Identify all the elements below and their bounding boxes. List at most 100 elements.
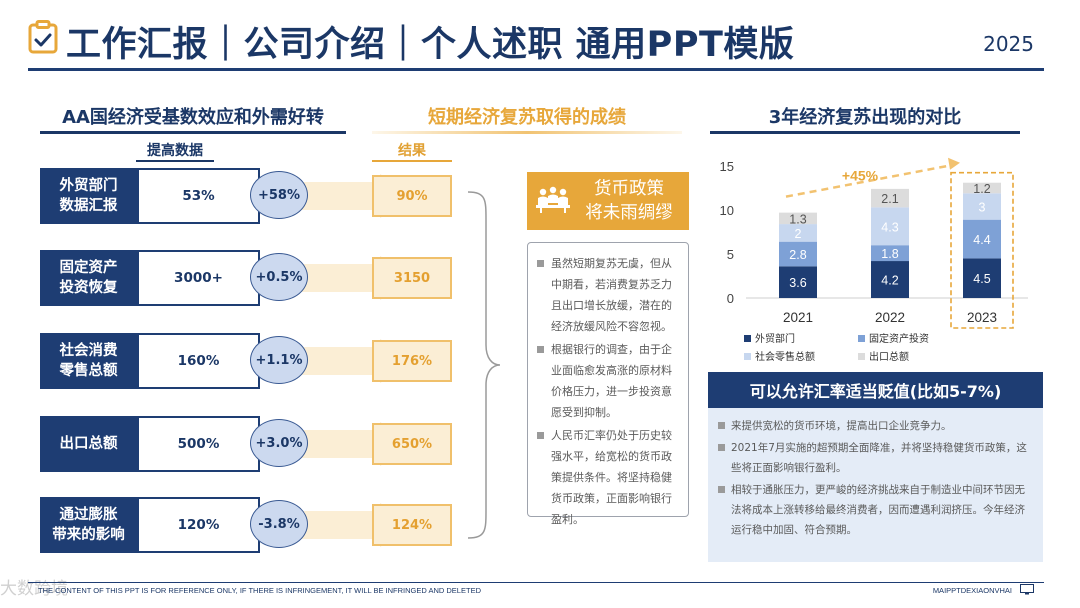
change-badge: +58% [250,171,308,219]
bar-segment [871,245,909,262]
data-row: 外贸部门 数据汇报 53% +58% 90% [40,168,460,224]
legend-swatch [858,353,865,360]
change-badge: +1.1% [250,336,308,384]
policy-title: 货币政策 将未雨绸缪 [585,179,673,223]
bar-segment [963,193,1001,220]
bar-segment [871,188,909,208]
note-item: 虽然短期复苏无虞，但从中期看，若消费复苏乏力且出口增长放缓，潜在的经济放缓风险不… [536,253,680,337]
x-tick-label: 2021 [783,310,813,325]
growth-arrow-line [785,163,955,198]
data-label: 1.2 [973,182,990,196]
left-section-underline [40,131,346,134]
fx-note-text: 相较于通胀压力，更严峻的经济挑战来自于制造业中间环节因无法将成本上涨转移给最终消… [731,484,1025,536]
legend-label: 出口总额 [869,350,909,363]
header: 工作汇报｜公司介绍｜个人述职 通用PPT模版 2025 [0,0,1080,72]
fx-note-item: 相较于通胀压力，更严峻的经济挑战来自于制造业中间环节因无法将成本上涨转移给最终消… [718,480,1033,540]
data-label: 2 [795,227,802,241]
watermark: 大数跨境 [0,579,68,599]
result-box: 650% [372,423,452,465]
monitor-icon [1020,584,1034,595]
growth-label: +45% [842,168,879,184]
header-divider [28,68,1044,71]
data-label: 1.3 [789,212,806,226]
bar-segment [779,266,817,298]
legend-swatch [858,335,865,342]
brace-connector [467,191,501,539]
result-box: 124% [372,504,452,546]
result-box: 176% [372,340,452,382]
bar-segment [963,219,1001,259]
data-row: 社会消费 零售总额 160% +1.1% 176% [40,333,460,389]
y-tick-label: 15 [720,159,734,174]
footer-site: MAIPPTDEXIAONVHAI [932,586,1012,595]
meeting-people-icon [536,186,570,213]
footer-divider [28,582,1044,583]
footer: THE CONTENT OF THIS PPT IS FOR REFERENCE… [0,580,1080,608]
legend-swatch [744,335,751,342]
bar-segment [963,182,1001,194]
fx-note-text: 2021年7月实施的超预期全面降准，并将坚持稳健货币政策，这些将正面影响银行盈利… [731,442,1027,474]
middle-subhead: 结果 [372,140,452,162]
data-label: 3 [979,200,986,214]
data-label: 3.6 [789,276,806,290]
bullet-square-icon [718,444,725,451]
legend-label: 固定资产投资 [869,332,929,345]
change-badge: +3.0% [250,419,308,467]
fx-banner: 可以允许汇率适当贬值(比如5-7%) [708,372,1043,408]
notes-panel: 虽然短期复苏无虞，但从中期看，若消费复苏乏力且出口增长放缓，潜在的经济放缓风险不… [527,242,689,526]
bar-segment [779,241,817,267]
result-box: 90% [372,175,452,217]
row-value: 120% [137,497,260,553]
policy-card: 货币政策 将未雨绸缪 [527,172,689,230]
data-label: 2.1 [881,192,898,206]
bullet-square-icon [718,422,725,429]
fx-note-item: 来提供宽松的货币环境，提高出口企业竞争力。 [718,416,1033,436]
row-label: 外贸部门 数据汇报 [40,168,137,224]
data-label: 4.3 [881,220,898,234]
note-text: 根据银行的调查，由于企业面临愈发高涨的原材料价格压力，进一步投资意愿受到抑制。 [551,343,672,419]
row-label: 出口总额 [40,416,137,472]
change-badge: -3.8% [250,500,308,548]
y-tick-label: 0 [727,291,734,306]
middle-section-title: 短期经济复苏取得的成绩 [428,107,626,128]
row-label: 通过膨胀 带来的影响 [40,497,137,553]
page-title: 工作汇报｜公司介绍｜个人述职 通用PPT模版 [66,25,795,65]
row-label: 社会消费 零售总额 [40,333,137,389]
legend-label: 社会零售总额 [755,350,815,363]
note-item: 根据银行的调查，由于企业面临愈发高涨的原材料价格压力，进一步投资意愿受到抑制。 [536,339,680,423]
note-item: 人民币汇率仍处于历史较强水平，给宽松的货币政策提供条件。将坚持稳健货币政策，正面… [536,425,680,530]
bar-segment [779,212,817,225]
data-label: 4.2 [881,274,898,288]
data-label: 2.8 [789,248,806,262]
data-row: 出口总额 500% +3.0% 650% [40,416,460,472]
row-value: 160% [137,333,260,389]
row-label: 固定资产 投资恢复 [40,250,137,306]
y-tick-label: 10 [720,203,734,218]
x-tick-label: 2022 [875,310,905,325]
row-value: 53% [137,168,260,224]
stacked-bar-chart: 0 5 10 15 3.6 2.8 2 1.3 2021 4.2 1.8 4.3 2.1 2022 4.5 4… [708,150,1043,372]
left-section-title: AA国经济受基数效应和外需好转 [62,107,324,128]
bar-segment [963,258,1001,298]
clipboard-check-icon [28,20,58,54]
middle-section-underline [372,131,682,134]
data-label: 4.4 [973,233,990,247]
left-subhead: 提高数据 [136,140,214,162]
result-box: 3150 [372,257,452,299]
row-value: 3000+ [137,250,260,306]
data-row: 通过膨胀 带来的影响 120% -3.8% 124% [40,497,460,553]
fx-panel: 来提供宽松的货币环境，提高出口企业竞争力。 2021年7月实施的超预期全面降准，… [708,408,1043,562]
bar-segment [779,224,817,242]
data-row: 固定资产 投资恢复 3000+ +0.5% 3150 [40,250,460,306]
bar-segment [871,207,909,246]
x-tick-label: 2023 [967,310,997,325]
data-label: 4.5 [973,272,990,286]
right-section-title: 3年经济复苏出现的对比 [768,107,962,128]
legend-label: 外贸部门 [755,332,795,345]
highlight-box [950,171,1014,329]
y-tick-label: 5 [727,247,734,262]
fx-note-item: 2021年7月实施的超预期全面降准，并将坚持稳健货币政策，这些将正面影响银行盈利… [718,438,1033,478]
note-text: 人民币汇率仍处于历史较强水平，给宽松的货币政策提供条件。将坚持稳健货币政策，正面… [551,429,672,526]
growth-arrow-head [948,157,960,170]
footer-disclaimer: THE CONTENT OF THIS PPT IS FOR REFERENCE… [38,586,481,595]
